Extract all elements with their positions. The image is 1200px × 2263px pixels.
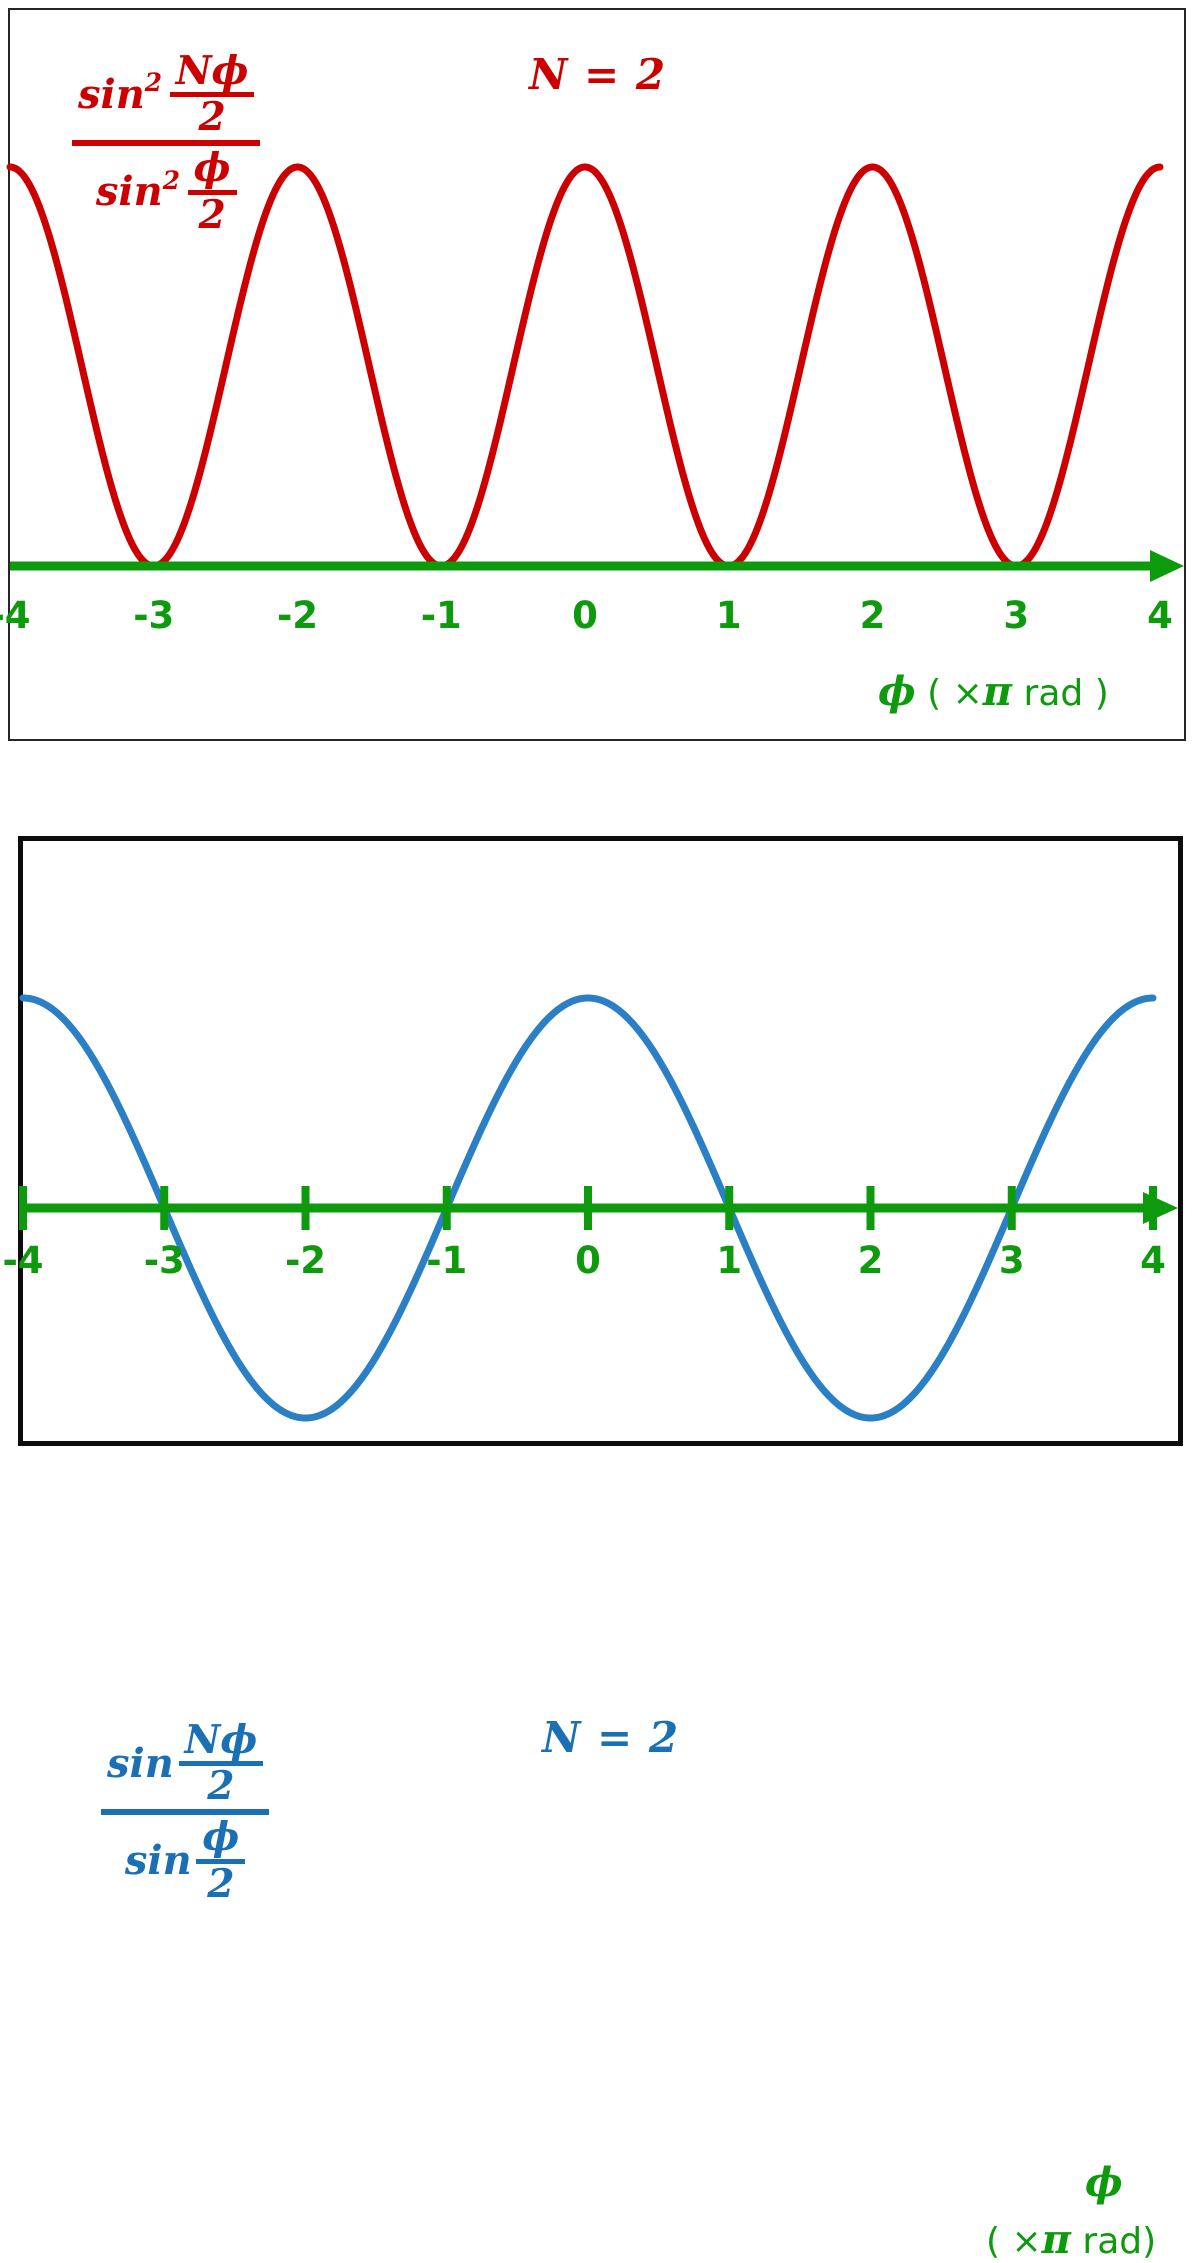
x-tick-label: 0 <box>572 594 598 637</box>
paren-close-bottom: ) <box>1142 2221 1157 2262</box>
plot-area-top <box>6 163 1184 582</box>
formula-inner-num-bottom: Nϕ <box>184 1717 258 1763</box>
phi-symbol-bottom: ϕ <box>1085 2159 1123 2206</box>
formula-sin-bottom-den: sin <box>124 1837 192 1885</box>
formula-inner-den-top: 2 <box>198 94 226 141</box>
x-tick-label: 3 <box>1003 594 1030 637</box>
x-tick-label: -2 <box>284 1239 327 1282</box>
x-tick-label: 2 <box>857 1239 884 1282</box>
formula-exponent-top-num: 2 <box>144 68 163 98</box>
fraction-bar-inner-bottom-num <box>178 1761 264 1767</box>
fraction-bar-inner-bottom-den <box>196 1858 246 1864</box>
rad-unit-bottom: rad <box>1082 2221 1143 2262</box>
n-value-label-bottom: N = 2 <box>542 1713 680 1762</box>
fraction-bar-inner-top-num <box>169 92 255 98</box>
paren-open-top: ( <box>927 673 942 714</box>
formula-inner-den-bottom-den: 2 <box>207 1860 235 1907</box>
times-symbol-top: × <box>952 673 983 714</box>
figure-page: sin 2 Nϕ 2 sin 2 ϕ <box>0 8 1186 2263</box>
chart-panel-bottom: sin Nϕ 2 sin ϕ <box>2 836 1183 2263</box>
x-tick-label: 1 <box>715 594 742 637</box>
x-tick-label: -3 <box>133 594 175 637</box>
x-tick-label: -3 <box>143 1239 185 1282</box>
fraction-bar-outer-bottom <box>101 1809 270 1816</box>
x-axis-arrow-top <box>1150 550 1184 582</box>
times-symbol-bottom: × <box>1011 2221 1042 2262</box>
formula-sin-top-num: sin <box>78 70 145 118</box>
formula-label-top: sin 2 Nϕ 2 sin 2 ϕ <box>72 48 261 238</box>
paren-close-top: ) <box>1094 673 1109 714</box>
formula-inner-den-bottom: 2 <box>207 1763 235 1810</box>
formula-inner-den-top-den: 2 <box>198 191 226 238</box>
rad-unit-top: rad <box>1023 673 1084 714</box>
x-tick-label: -1 <box>420 594 462 637</box>
n-value-label-top: N = 2 <box>529 50 667 99</box>
formula-inner-num-top-den: ϕ <box>193 145 231 192</box>
plot-area-bottom <box>19 994 1178 1422</box>
formula-label-bottom: sin Nϕ 2 sin ϕ <box>101 1717 270 1907</box>
paren-open-bottom: ( <box>986 2221 1001 2262</box>
data-curve-red <box>6 163 1164 570</box>
formula-exponent-top-den: 2 <box>162 165 180 195</box>
chart-panel-top: sin 2 Nϕ 2 sin 2 ϕ <box>0 8 1186 741</box>
x-axis-caption-top: ϕ ( ×π rad ) <box>878 668 1109 715</box>
fraction-bar-inner-top-den <box>187 189 237 195</box>
x-tick-label: 4 <box>1140 1239 1166 1282</box>
x-tick-label: -1 <box>426 1239 468 1282</box>
data-curve-blue <box>19 994 1157 1422</box>
x-tick-label: -2 <box>276 594 319 637</box>
x-axis-caption-bottom-units: ( ×π rad) <box>986 2216 1156 2263</box>
formula-sin-top-den: sin <box>95 168 163 216</box>
fraction-bar-outer-top <box>72 140 261 147</box>
x-axis-arrow-bottom <box>1143 1192 1178 1224</box>
formula-sin-bottom-num: sin <box>107 1739 174 1787</box>
pi-symbol-bottom: π <box>1041 2216 1071 2263</box>
x-tick-label: 4 <box>1147 594 1173 637</box>
formula-inner-num-top: Nϕ <box>175 48 249 94</box>
x-tick-label: 3 <box>998 1239 1025 1282</box>
phi-symbol-top: ϕ <box>878 668 916 715</box>
x-tick-label: 2 <box>859 594 886 637</box>
x-tick-label: -4 <box>2 1239 44 1282</box>
x-tick-label: -4 <box>0 594 31 637</box>
formula-inner-num-bottom-den: ϕ <box>202 1814 240 1861</box>
x-tick-label: 1 <box>716 1239 743 1282</box>
x-axis-caption-bottom-phi: ϕ <box>1085 2159 1123 2206</box>
pi-symbol-top: π <box>982 668 1013 715</box>
x-tick-label: 0 <box>575 1239 601 1282</box>
